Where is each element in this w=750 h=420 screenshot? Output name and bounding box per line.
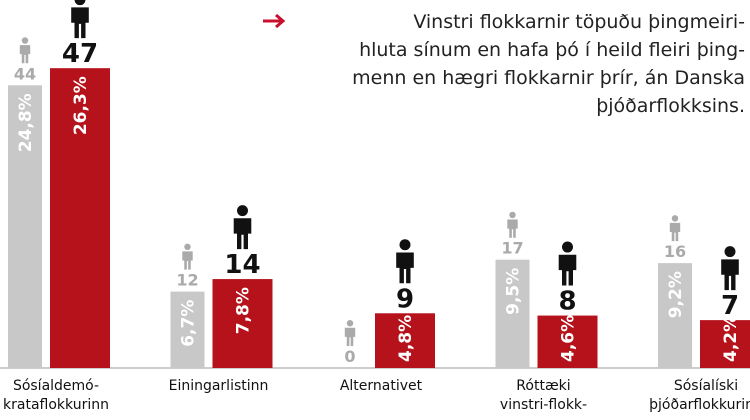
person-icon [721, 246, 739, 291]
person-body [182, 251, 193, 270]
person-body [721, 259, 739, 291]
person-icon [669, 215, 681, 242]
seat-count: 7 [721, 291, 739, 321]
x-tick-label: vinstri-flokk- [500, 397, 587, 413]
person-body [558, 254, 577, 286]
seat-count: 14 [224, 250, 260, 280]
person-body [71, 7, 89, 39]
seat-count: 0 [344, 347, 355, 366]
person-body [507, 219, 518, 238]
person-head [346, 320, 354, 327]
person-head [724, 246, 736, 258]
person-head [74, 0, 86, 6]
person-icon [396, 239, 414, 284]
annotation: hluta sínum en hafa þó í heild fleiri þi… [359, 39, 745, 61]
value-label: 6,7% [179, 300, 199, 347]
x-tick-label: Róttæki [516, 378, 570, 394]
bar [658, 263, 692, 368]
person-body [669, 222, 681, 242]
person-head [399, 239, 411, 251]
person-body [19, 45, 31, 64]
person-head [671, 215, 679, 222]
bar [50, 68, 110, 369]
x-tick-label: krataflokkurinn [3, 397, 109, 413]
value-label: 26,3% [71, 76, 91, 135]
bar [495, 259, 530, 368]
value-label: 24,8% [16, 93, 36, 152]
value-label: 4,6% [559, 315, 579, 362]
person-icon [507, 211, 518, 238]
seat-count: 17 [501, 239, 523, 258]
bar [170, 291, 205, 368]
person-body [396, 252, 414, 284]
bar [700, 320, 750, 368]
person-icon [182, 243, 193, 270]
x-tick-label: Einingarlistinn [169, 378, 269, 394]
person-head [562, 241, 573, 253]
annotation: þjóðarflokksins. [596, 95, 745, 117]
seat-count: 44 [14, 64, 36, 83]
person-icon [233, 205, 252, 250]
person-icon [558, 241, 577, 286]
annotation: menn en hægri flokkarnir þrír, án Danska [352, 67, 745, 89]
person-head [237, 205, 248, 217]
person-head [184, 243, 191, 251]
x-tick-label: Alternativet [340, 378, 423, 394]
person-head [509, 211, 516, 219]
annotation: Vinstri flokkarnir töpuðu þingmeiri- [413, 11, 745, 33]
person-icon [71, 0, 89, 39]
seat-count: 9 [396, 284, 414, 314]
x-tick-label: Sósíalíski [674, 378, 738, 394]
bar [537, 315, 598, 368]
x-tick-label: þjóðarflokkurinn [649, 397, 750, 413]
seat-count: 16 [664, 242, 686, 261]
bar [8, 85, 42, 368]
bar [212, 279, 273, 368]
person-icon [344, 320, 356, 346]
seat-count: 12 [176, 271, 198, 290]
person-icon [19, 37, 31, 64]
arrow [263, 13, 286, 29]
x-tick-label: Sósíaldemó- [13, 378, 99, 394]
seat-count: 47 [62, 39, 98, 69]
person-body [344, 327, 356, 346]
value-label: 7,8% [234, 287, 254, 334]
value-label: 4,2% [721, 315, 741, 362]
bar [375, 313, 435, 368]
value-label: 9,5% [504, 268, 524, 315]
value-label: 4,8% [396, 315, 416, 362]
person-head [21, 37, 29, 44]
seat-count: 8 [558, 287, 576, 317]
person-body [233, 218, 252, 250]
value-label: 9,2% [666, 271, 686, 318]
